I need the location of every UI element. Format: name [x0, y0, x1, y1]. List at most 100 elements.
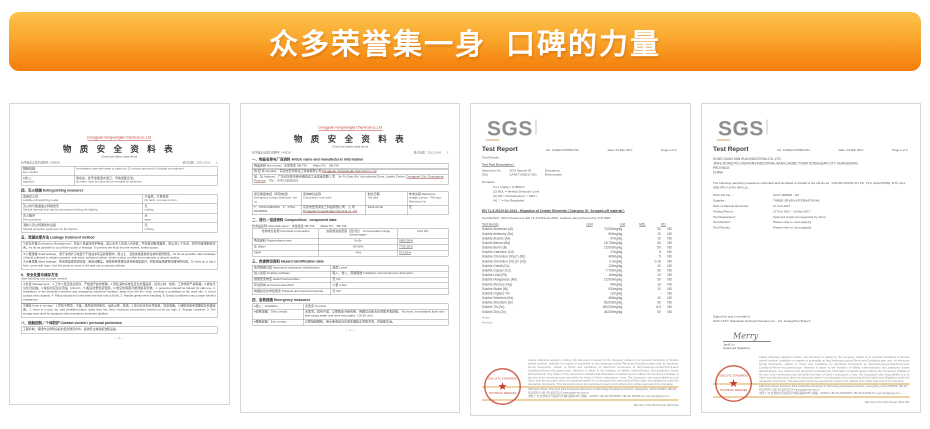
table-row: ●皮肤接触：Skin contact 无危害。如有不适，立即脱去污染衣物，用肥皂…: [251, 309, 449, 320]
address-label: 地 址 Address：: [253, 175, 278, 179]
hazard-table: 危害物质分类 Hazardous substance classificatio…: [251, 265, 449, 296]
field-label: Test Results :: [712, 226, 732, 230]
logo-crop-mark-icon: [535, 119, 537, 135]
table-row: 水 Water 30-42% 7732-18-5: [251, 244, 448, 251]
msds-subline: 化学品安全技术说明书（MSDS） 修订日期：2022-10-01 1: [252, 151, 449, 155]
stamp-text: SGS-CSTC STANDARDS: [488, 377, 517, 381]
signed-line-1: Signed for and on behalf of: [712, 315, 750, 319]
fire-measures-table: 适用灭火剂 suitable extinguishing media 不自燃，不易…: [20, 194, 218, 233]
address-line-en: 198 Kezhu Road, Scientech Park Guangzhou…: [758, 385, 907, 392]
address-line-cn: 中国·广州·经济技术开发区科学城科珠路198号 邮编：510663 t (86-…: [528, 395, 670, 399]
test-part-description-label: Test Part Description :: [482, 163, 515, 167]
protection-row: 工程控制：保持作业场所良好的自然通风条件，提供安全淋浴和洗眼设备。: [21, 326, 218, 334]
supplier-label: 供 应 商 Supplier：: [253, 169, 280, 173]
first-aid-table: 眼睛接触 Eye contact Immediately rinse with w…: [21, 165, 218, 186]
certificate-msds-page2[interactable]: Dongguan hongwanglai Chemical co.,Ltd 物 …: [9, 103, 230, 405]
client-block: DONG GUAN SAN HUA INDUSTRIAL CO.,LTD JIN…: [713, 158, 910, 176]
signature-handwriting: Merry: [732, 331, 758, 341]
field-value: CP17-008696 - GZ: [772, 193, 799, 198]
result-row: Soluble Boron (B) 15,000 mg/kg 50 ND: [482, 246, 672, 250]
sgs-page2-content: SGS Test Report No. CANEC1702821791 Date…: [482, 114, 679, 407]
client-address: PROVINCE: [712, 166, 730, 170]
report-title: Test Report: [712, 145, 749, 153]
report-fields: SGS Job No. : CP17-008696 - GZ Supplier …: [713, 193, 910, 231]
table-row: T：0769-23800523 F：0769-82296804 东莞市宏望来化工…: [251, 204, 449, 216]
msds-subline-left: 化学品安全技术说明书（MSDS）: [251, 151, 293, 155]
table-row: 眼睛接触 Eye contact Immediately rinse with w…: [21, 165, 218, 177]
result-row: Soluble Manganese (Mn) 15,000 mg/kg 50 N…: [482, 278, 672, 282]
report-page: Page 2 of 3: [661, 149, 677, 152]
result-row: Soluble Mercury (Hg) 94 mg/kg 10 ND: [482, 282, 672, 287]
field-value: 27 Feb 2017 - 03 Mar 2017: [772, 209, 811, 214]
certificate-sgs-page1[interactable]: SGS Test Report No. CANEC1702821791 Date…: [700, 103, 921, 413]
field-label: Date of Sample Received :: [712, 204, 750, 208]
signature-block: Merry Janiff Lu Approved Signatory: [722, 331, 910, 350]
section-title-hazard: 三、危害辨识资料 Hazard identification data: [251, 260, 324, 264]
remark-line: (4) "-" = Not Regulated: [493, 198, 525, 203]
result-row: Soluble Aluminum (Al) 70,000 mg/kg 50 ND: [482, 227, 672, 232]
logo-crop-mark-icon: [716, 139, 730, 141]
msds-header: Dongguan hongwanglai Chemical co.,Ltd 物 …: [252, 126, 449, 155]
table-row: ●吸入：Inhalation 无危害 No harm: [251, 303, 449, 310]
sample-description: The following sample(s) was/were submitt…: [712, 181, 906, 190]
certificate-sgs-page2[interactable]: SGS Test Report No. CANEC1702821791 Date…: [470, 103, 691, 416]
logo-crop-mark-icon: [485, 139, 500, 141]
section-title-extinguishing: 四、灭火措施 Extinguishing measures: [21, 189, 84, 193]
handling-paragraph: ①处置 Management：1.工作人员应经过培训，严格遵守操作规程。2.安装…: [21, 281, 218, 304]
result-row: Soluble Strontium (Sr) 56,000 mg/kg 50 N…: [482, 301, 672, 305]
supplier-name-cn: 东莞市宏望来化工科技有限公司: [279, 169, 322, 173]
remarks-label: Remarks :: [482, 180, 497, 185]
test-method-line: Test Method : With reference to EN 71-3:…: [482, 216, 612, 220]
member-line: Member of the SGS Group (SGS SA): [633, 404, 679, 407]
msds-subline-left: 化学品安全技术说明书（MSDS）: [21, 161, 62, 165]
sgs-logo-text: SGS: [487, 116, 533, 140]
section-title-composition: 二、成分／组成资料 Composition：component data: [251, 218, 336, 223]
section-title-protection: 八、接触控制／个体防护 Contact control / personal p…: [21, 321, 122, 325]
table-row: 消防人员之特殊防护设备 Special protective equipment …: [20, 222, 218, 233]
msds-subtitle: Chemical safety data sheet: [101, 155, 138, 159]
table-row: 物理性及化学性危害 Physical and chemical hazards …: [251, 288, 449, 296]
banner: 众多荣誉集一身 口碑的力量: [9, 12, 921, 71]
remark-line: (2) MDL = Method Detection Limit: [493, 189, 540, 194]
section-title-firstaid: 四、急救措施 Emergency measures: [251, 298, 310, 303]
table-row: 灭火程序 Fire procedure 水 water: [20, 213, 218, 224]
red-seal-stamp: SGS-CSTC STANDARDS ★ TECHNICAL SERVICES: [714, 365, 752, 402]
field-row: Test Results : Please refer to next page…: [713, 226, 910, 231]
table-header-row: Specimen No. SGS Sample ID Description: [482, 169, 561, 173]
field-label: Test Requested :: [712, 215, 736, 219]
remarks-list: (1) 1 mg/kg = 0.0001% (2) MDL = Method De…: [493, 186, 679, 204]
page-number: — 2 —: [114, 336, 124, 340]
sgs-footer: SGS-CSTC STANDARDS ★ TECHNICAL SERVICES …: [712, 356, 910, 404]
page-number: — 1 —: [345, 329, 355, 333]
mass-leakage-text: ③大量泄漏 Mass leakage：构筑围堤或挖坑收容，用泡沫覆盖，用泵转移至…: [23, 260, 216, 268]
result-row: Soluble Cobalt (Co) 130 mg/kg 10 ND: [482, 264, 672, 268]
test-results-label: Test Results :: [482, 156, 501, 160]
table-row: MMP <4% 572-83-4: [251, 250, 448, 257]
specimen-table: Specimen No. SGS Sample ID Description S…: [482, 169, 570, 177]
chemical-name-line: 化学品名称 Chemical name：水性色浆 SB-734 Water PU…: [251, 225, 346, 229]
report-title: Test Report: [482, 145, 518, 153]
star-icon: ★: [728, 377, 738, 390]
result-row: Soluble Cadmium (Cd) 17 mg/kg 5 ND: [482, 250, 672, 255]
logo-crop-mark-icon: [765, 119, 767, 135]
report-number: No. CANEC1702821791: [776, 149, 810, 152]
address-block: 198 Kezhu Road, Scientech Park Guangzhou…: [712, 383, 909, 398]
disclaimer-text: Unless otherwise agreed in writing, this…: [758, 356, 910, 384]
msds-header: Dongguan hongwanglai Chemical co.,Ltd 物 …: [21, 136, 218, 165]
client-name: DONG GUAN SAN HUA INDUSTRIAL CO.,LTD: [712, 157, 781, 162]
result-row: Soluble Nickel (Ni) 930 mg/kg 10 ND: [482, 287, 672, 291]
certificate-msds-page1[interactable]: Dongguan hongwanglai Chemical co.,Ltd 物 …: [239, 103, 460, 413]
table-row: ●食入： Ingestion 误食后，给予适量温水漱口，尽快送医诊治。 No har…: [21, 175, 218, 186]
results-table: Test Item(s) Limit Unit MDL 001 Soluble …: [482, 223, 679, 315]
storage-title-en: Safe handling and storage method: [21, 277, 67, 281]
field-row: Supplier : THREE SEVEN INTERNATIONAL: [713, 199, 910, 204]
table-row: 适用灭火剂 suitable extinguishing media 不自燃，不易…: [20, 194, 218, 205]
star-icon: ★: [497, 380, 508, 393]
field-row: Test Requested : Selected test(s) as req…: [713, 215, 910, 220]
result-row: Soluble Tin (Sn) 180,000 mg/kg 6.5 ND: [482, 305, 672, 310]
leakage-paragraph-2: ②少量泄漏 Small leakage：用干净的铲子收集于干燥洁净有盖的容器中，…: [21, 251, 218, 270]
leakage-paragraph-1: ①应急处理 Emergency Management：作业人员戴好防护用品，禁止…: [21, 241, 218, 252]
msds-subline: 化学品安全技术说明书（MSDS） 修订日期：2022-10-01 1: [21, 161, 218, 165]
notes-text: Remark :: [482, 321, 494, 325]
result-row: Soluble Copper (Cu) 7,700 mg/kg 50 ND: [482, 268, 672, 273]
